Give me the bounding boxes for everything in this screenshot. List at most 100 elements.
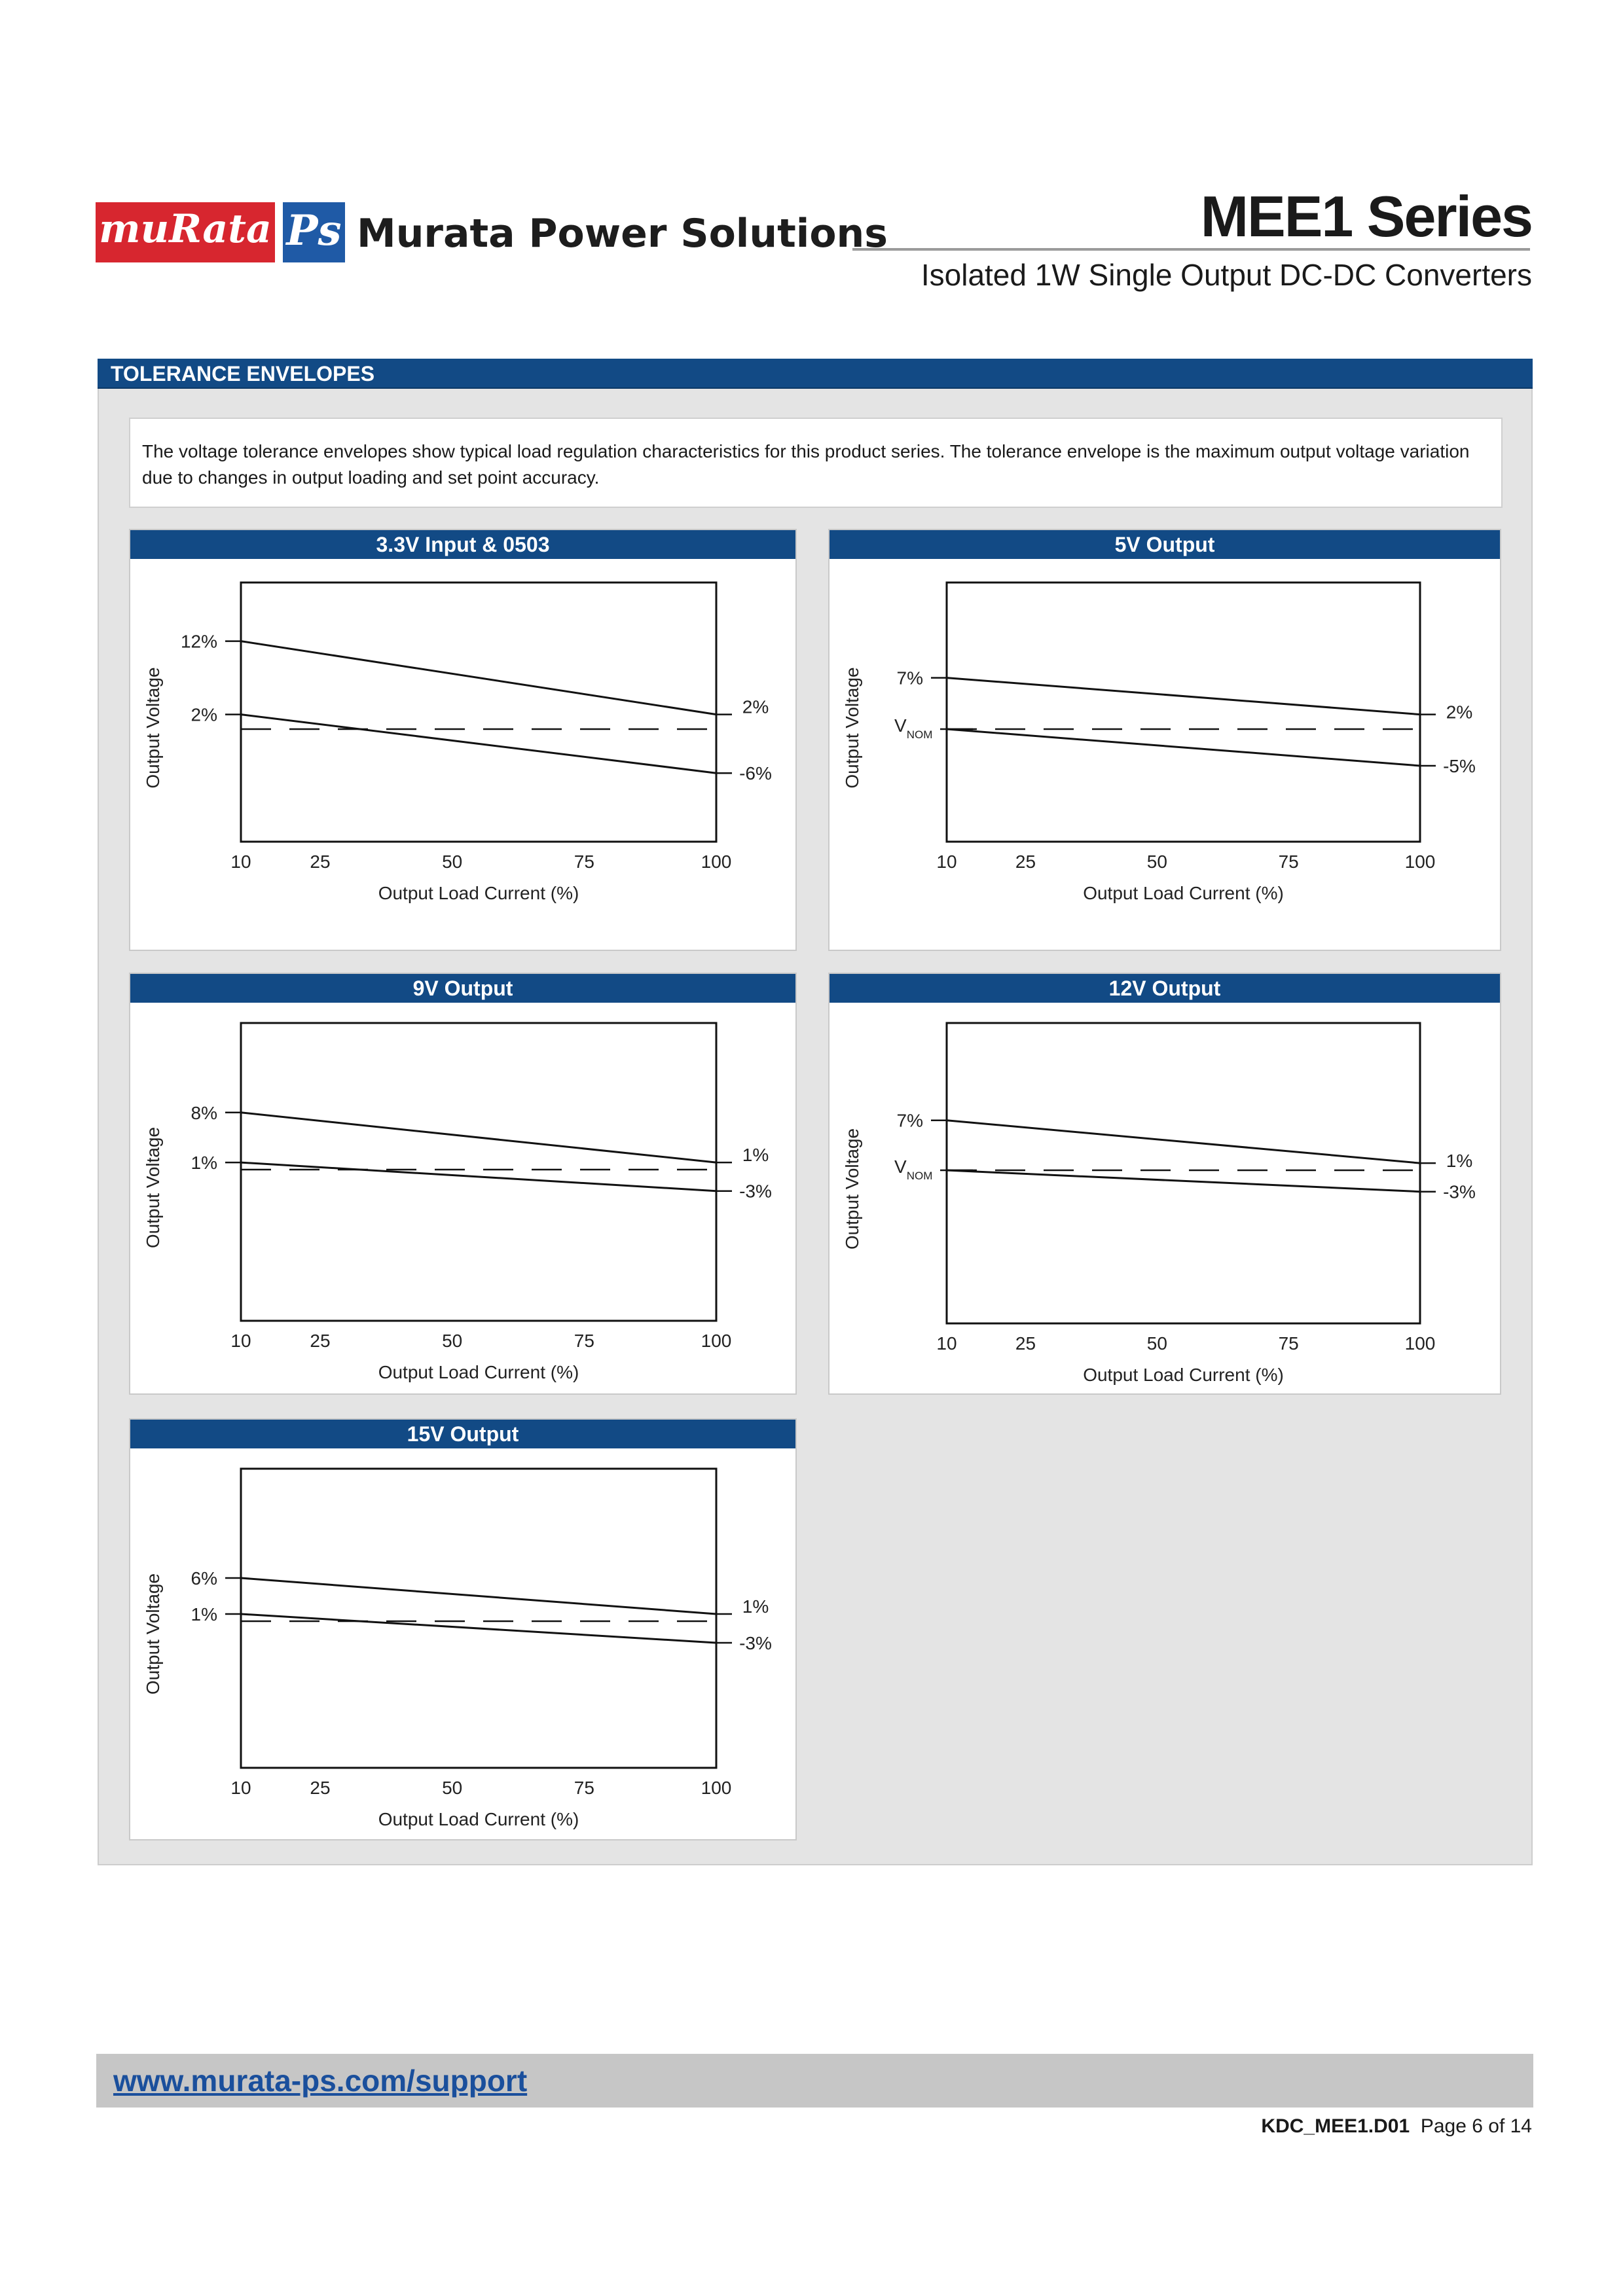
- brand-name: Murata Power Solutions: [357, 211, 888, 257]
- series-line-lower: [946, 728, 1421, 767]
- chart-9v: 8% 1% 1% -3% 10 25 50 75 100 Output Load Current …: [143, 1022, 772, 1382]
- x-tick-label: 10: [936, 1333, 957, 1354]
- x-axis-title: Output Load Current (%): [1083, 883, 1284, 903]
- x-axis-title: Output Load Current (%): [1083, 1365, 1284, 1385]
- ps-mark-text: Ps: [286, 206, 342, 255]
- plot-frame: [240, 1022, 718, 1322]
- y-tick-label: 8%: [191, 1103, 217, 1123]
- page-number: Page 6 of 14: [1420, 2115, 1532, 2137]
- x-tick-label: 50: [442, 1778, 462, 1798]
- x-tick-label: 100: [701, 1331, 732, 1351]
- x-tick-label: 100: [701, 1778, 732, 1798]
- plot-frame: [240, 1467, 718, 1769]
- x-axis-title: Output Load Current (%): [378, 1362, 579, 1382]
- y-tick-label-right: -6%: [739, 763, 772, 783]
- series-line-upper: [240, 1577, 717, 1615]
- x-axis-title: Output Load Current (%): [378, 1809, 579, 1829]
- x-tick-label: 100: [1405, 852, 1436, 872]
- y-axis-title: Output Voltage: [143, 1573, 163, 1695]
- chart-panel-15v: 15V Output 6% 1% 1% -3% 10 25 50 75 100 Output Lo…: [129, 1418, 797, 1840]
- y-tick-label-right: 2%: [742, 697, 769, 717]
- chart-panel-9v: 9V Output 8% 1% 1% -3% 10 25 50 75 100 Output Loa…: [129, 973, 797, 1395]
- y-tick-label: 7%: [897, 1111, 923, 1131]
- x-tick-label: 25: [310, 1331, 330, 1351]
- chart-panel-12v: 12V Output 7% VNOM 1% -3% 10 25 50 75 100 Output …: [828, 973, 1501, 1395]
- x-tick-label: 10: [230, 1778, 251, 1798]
- chart-title: 12V Output: [830, 974, 1500, 1003]
- x-tick-label: 10: [936, 852, 957, 872]
- logo-text: muRata: [99, 206, 272, 252]
- series-line-upper: [946, 677, 1421, 716]
- series-line-lower: [946, 1169, 1421, 1193]
- y-tick-label: 2%: [191, 705, 217, 725]
- x-tick-label: 75: [1279, 1333, 1299, 1354]
- y-tick-label-right: -3%: [739, 1181, 772, 1202]
- series-line-upper: [946, 1119, 1421, 1164]
- plot-frame: [945, 1022, 1421, 1325]
- x-tick-label: 25: [1015, 1333, 1036, 1354]
- y-axis-title: Output Voltage: [143, 1127, 163, 1248]
- x-tick-label: 50: [1147, 852, 1167, 872]
- x-tick-label: 75: [574, 852, 594, 872]
- chart-15v: 6% 1% 1% -3% 10 25 50 75 100 Output Load Current …: [143, 1467, 772, 1829]
- chart-12v: 7% VNOM 1% -3% 10 25 50 75 100 Output Load Curren…: [842, 1022, 1476, 1385]
- x-tick-label: 10: [230, 852, 251, 872]
- vnom-label: VNOM: [894, 715, 932, 741]
- series-line-lower: [240, 1161, 717, 1193]
- x-tick-label: 50: [442, 1331, 462, 1351]
- x-axis-title: Output Load Current (%): [378, 883, 579, 903]
- section-title: TOLERANCE ENVELOPES: [111, 362, 375, 386]
- murata-logo: muRata: [96, 202, 275, 262]
- x-tick-label: 25: [310, 1778, 330, 1798]
- y-axis-title: Output Voltage: [842, 667, 862, 788]
- x-tick-label: 10: [230, 1331, 251, 1351]
- series-line-upper: [240, 640, 717, 716]
- x-tick-label: 100: [1405, 1333, 1436, 1354]
- ps-logo-mark: Ps: [283, 202, 345, 262]
- x-tick-label: 75: [574, 1331, 594, 1351]
- chart-title: 3.3V Input & 0503: [130, 530, 795, 559]
- series-line-upper: [240, 1111, 717, 1164]
- x-tick-label: 50: [442, 852, 462, 872]
- series-subtitle: Isolated 1W Single Output DC-DC Converte…: [921, 258, 1532, 292]
- series-line-lower: [240, 713, 717, 774]
- vnom-label: VNOM: [894, 1157, 932, 1182]
- doc-code: KDC_MEE1.D01: [1261, 2115, 1410, 2137]
- y-tick-label: 7%: [897, 668, 923, 689]
- x-tick-label: 75: [574, 1778, 594, 1798]
- chart-3v3: 12% 2% 2% -6% 10 25 50 75 100 Output Load Current…: [143, 581, 772, 903]
- y-tick-label-right: 1%: [742, 1596, 769, 1617]
- y-tick-label: 1%: [191, 1604, 217, 1624]
- y-axis-title: Output Voltage: [842, 1128, 862, 1249]
- intro-text: The voltage tolerance envelopes show typ…: [142, 441, 1470, 488]
- chart-panel-5v: 5V Output 7% VNOM 2% -5% 10 25 50 75 100 Output L…: [828, 529, 1501, 951]
- intro-box: The voltage tolerance envelopes show typ…: [129, 418, 1503, 508]
- x-tick-label: 100: [701, 852, 732, 872]
- y-axis-title: Output Voltage: [143, 667, 163, 788]
- y-tick-label: 12%: [181, 632, 217, 652]
- y-tick-label-right: -3%: [739, 1633, 772, 1653]
- chart-title: 9V Output: [130, 974, 795, 1003]
- chart-5v: 7% VNOM 2% -5% 10 25 50 75 100 Output Load Curren…: [842, 581, 1476, 903]
- y-tick-label: 6%: [191, 1568, 217, 1588]
- document-id: KDC_MEE1.D01 Page 6 of 14: [1244, 2115, 1532, 2138]
- plot-frame: [945, 581, 1421, 843]
- series-line-lower: [240, 1613, 717, 1644]
- support-link[interactable]: www.murata-ps.com/support: [113, 2064, 528, 2098]
- y-tick-label-right: 2%: [1446, 702, 1472, 723]
- x-tick-label: 25: [1015, 852, 1036, 872]
- chart-title: 5V Output: [830, 530, 1500, 559]
- section-header: TOLERANCE ENVELOPES: [98, 359, 1533, 389]
- y-tick-label-right: -5%: [1443, 756, 1476, 776]
- y-tick-label-right: 1%: [1446, 1151, 1472, 1171]
- chart-title: 15V Output: [130, 1420, 795, 1448]
- x-tick-label: 75: [1279, 852, 1299, 872]
- series-title: MEE1 Series: [1200, 184, 1533, 249]
- y-tick-label-right: -3%: [1443, 1182, 1476, 1202]
- y-tick-label-right: 1%: [742, 1145, 769, 1165]
- footer-bar: [96, 2054, 1533, 2108]
- plot-frame: [240, 581, 718, 843]
- x-tick-label: 25: [310, 852, 330, 872]
- chart-panel-3v3: 3.3V Input & 0503 12% 2% 2% -6% 10 25 50 75 100 O…: [129, 529, 797, 951]
- y-tick-label: 1%: [191, 1153, 217, 1173]
